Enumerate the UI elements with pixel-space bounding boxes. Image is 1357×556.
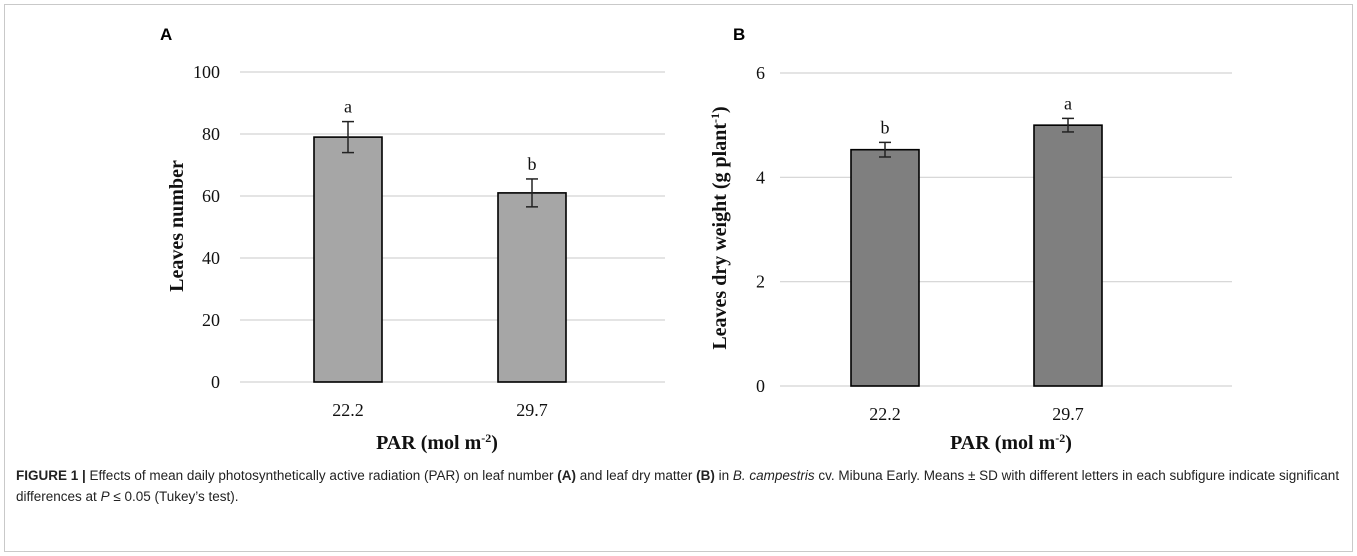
caption-species: B. campestris — [732, 468, 815, 483]
caption-panel-a-ref: (A) — [557, 468, 577, 483]
caption-text: ≤ 0.05 (Tukey’s test). — [109, 489, 239, 504]
bar — [497, 192, 567, 383]
panel-b-chart: B 0 2 4 6 b a 22.2 29.7 Leaves dry weight (g … — [708, 25, 1232, 454]
panel-b-x-axis-title: PAR (mol m-2) — [950, 431, 1072, 454]
significance-letter: b — [528, 154, 537, 174]
panel-b-y-axis-title: Leaves dry weight (g plant-1) — [708, 106, 731, 349]
panel-a-y-axis-title: Leaves number — [166, 160, 188, 292]
bar — [1033, 124, 1103, 387]
significance-letter: a — [344, 97, 352, 117]
figure-caption: FIGURE 1 | Effects of mean daily photosy… — [16, 465, 1341, 507]
error-bar — [342, 120, 354, 154]
y-tick-label: 0 — [211, 372, 220, 392]
y-tick-label: 40 — [202, 248, 220, 268]
panel-b-letter: B — [733, 25, 745, 44]
y-tick-label: 80 — [202, 124, 220, 144]
error-bar — [879, 141, 891, 158]
bar — [313, 136, 383, 383]
caption-text: and leaf dry matter — [576, 468, 697, 483]
y-tick-label: 20 — [202, 310, 220, 330]
panel-a-chart: A 0 20 40 60 80 100 a b 22.2 29.7 Leaves number… — [160, 25, 665, 454]
y-tick-label: 60 — [202, 186, 220, 206]
x-tick-label: 29.7 — [1052, 404, 1084, 424]
y-tick-label: 6 — [756, 63, 765, 83]
error-bar — [1062, 117, 1074, 133]
x-tick-label: 22.2 — [332, 400, 364, 420]
y-tick-label: 4 — [756, 167, 765, 187]
caption-lead: FIGURE 1 | — [16, 468, 86, 483]
x-tick-label: 29.7 — [516, 400, 548, 420]
significance-letter: a — [1064, 93, 1072, 113]
panel-a-x-axis-title: PAR (mol m-2) — [376, 431, 498, 454]
caption-text: cv. Mibuna Early. Means ± SD with differ… — [16, 468, 1340, 504]
y-tick-label: 0 — [756, 376, 765, 396]
error-bar — [526, 178, 538, 208]
caption-p-symbol: P — [100, 489, 110, 504]
y-tick-label: 100 — [193, 62, 220, 82]
panel-a-letter: A — [160, 25, 172, 44]
significance-letter: b — [881, 117, 890, 137]
x-tick-label: 22.2 — [869, 404, 901, 424]
caption-text: in — [714, 468, 733, 483]
figure-frame — [4, 4, 1353, 552]
bar — [850, 148, 920, 387]
caption-panel-b-ref: (B) — [696, 468, 715, 483]
caption-text: Effects of mean daily photosynthetically… — [85, 468, 558, 483]
y-tick-label: 2 — [756, 272, 765, 292]
